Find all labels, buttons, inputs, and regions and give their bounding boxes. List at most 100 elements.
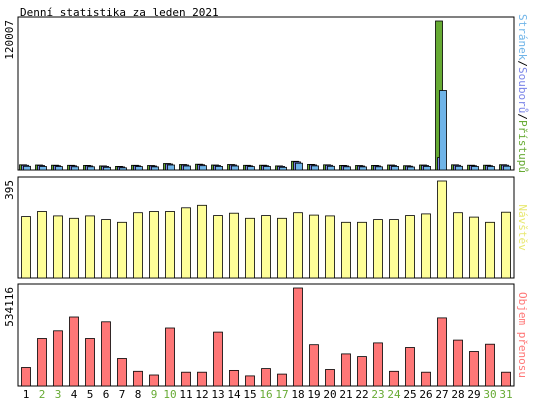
bar-visits-13: [213, 215, 223, 279]
y-max-label: 395: [3, 180, 16, 200]
bar-volume-14: [229, 369, 239, 387]
bar-visits-14: [229, 212, 239, 279]
bar-volume-27: [437, 317, 447, 387]
x-tick-label: 1: [23, 388, 30, 401]
bar-visits-18: [293, 212, 303, 279]
panel-visits: 395 Návštěv: [3, 176, 529, 279]
bar-hits-pages-files-24: [391, 165, 399, 171]
bar-volume-20: [325, 369, 335, 387]
bar-visits-22: [357, 221, 367, 279]
bar-hits-pages-files-5: [87, 166, 95, 171]
x-tick-label: 20: [323, 388, 336, 401]
x-tick-label: 2: [39, 388, 46, 401]
bar-volume-21: [341, 353, 351, 387]
bar-visits-11: [181, 207, 191, 279]
bar-hits-pages-files-10: [167, 164, 175, 171]
bar-hits-pages-files-27: [439, 90, 447, 171]
x-tick-label: 17: [275, 388, 288, 401]
x-tick-label: 26: [419, 388, 432, 401]
bar-visits-31: [501, 211, 511, 279]
bar-volume-13: [213, 331, 223, 387]
bar-hits-pages-files-26: [423, 165, 431, 171]
x-tick-label: 13: [211, 388, 224, 401]
series-label-part: /: [516, 113, 529, 120]
x-tick-label: 14: [227, 388, 241, 401]
chart-panels: 120007 Stránek/Souborů/Přístupů 395Návštěv…: [3, 14, 529, 387]
x-tick-label: 3: [55, 388, 62, 401]
y-max-label: 120007: [3, 20, 16, 60]
bar-volume-6: [101, 321, 111, 387]
bar-hits-pages-files-9: [151, 166, 159, 171]
panel-series-label: Objem přenosu: [516, 292, 529, 378]
bar-volume-18: [293, 287, 303, 387]
bar-volume-5: [85, 338, 95, 387]
x-tick-label: 21: [339, 388, 352, 401]
bar-visits-7: [117, 221, 127, 279]
x-tick-label: 9: [151, 388, 158, 401]
bar-hits-pages-files-11: [183, 165, 191, 171]
bar-visits-17: [277, 217, 287, 279]
bar-volume-23: [373, 342, 383, 387]
bar-hits-pages-files-1: [23, 165, 31, 171]
bar-visits-15: [245, 217, 255, 279]
bar-visits-6: [101, 219, 111, 279]
bar-volume-28: [453, 339, 463, 387]
bar-hits-pages-files-31: [503, 165, 511, 171]
bar-hits-pages-files-21: [343, 166, 351, 171]
bar-hits-pages-files-25: [407, 166, 415, 171]
bar-visits-1: [21, 216, 31, 279]
bar-volume-22: [357, 356, 367, 387]
x-tick-label: 16: [259, 388, 272, 401]
bar-hits-pages-files-13: [215, 165, 223, 171]
bar-hits-pages-files-19: [311, 165, 319, 171]
x-tick-label: 29: [467, 388, 480, 401]
x-axis-day-labels: 1 2 3 4 5 6 7 8 9 10 11 12 13 14 15 16 17 18 19 20 21 22 23 24 2…: [23, 388, 513, 401]
bar-hits-pages-files-15: [247, 166, 255, 171]
bar-volume-29: [469, 351, 479, 387]
bar-hits-pages-files-2: [39, 166, 47, 171]
x-tick-label: 5: [87, 388, 94, 401]
panel-volume: 534116 Objem přenosu: [3, 283, 529, 387]
x-tick-label: 30: [483, 388, 496, 401]
x-tick-label: 4: [71, 388, 78, 401]
bar-visits-4: [69, 217, 79, 279]
x-tick-label: 25: [403, 388, 416, 401]
bar-volume-19: [309, 344, 319, 387]
bar-volume-25: [405, 347, 415, 387]
bar-hits-pages-files-16: [263, 166, 271, 171]
series-label-part: /: [516, 60, 529, 67]
bar-visits-5: [85, 215, 95, 279]
chart-title: Denní statistika za leden 2021: [20, 6, 219, 19]
x-tick-label: 19: [307, 388, 320, 401]
bar-volume-31: [501, 371, 511, 387]
bar-visits-24: [389, 219, 399, 279]
bar-hits-pages-files-3: [55, 166, 63, 171]
bar-volume-4: [69, 316, 79, 387]
bar-hits-pages-files-20: [327, 165, 335, 171]
bar-hits-pages-files-7: [119, 167, 127, 171]
bar-volume-9: [149, 374, 159, 387]
series-0-2: [23, 90, 511, 171]
bar-hits-pages-files-12: [199, 165, 207, 171]
x-tick-label: 12: [195, 388, 208, 401]
x-tick-label: 10: [163, 388, 176, 401]
bar-visits-19: [309, 214, 319, 279]
series-label-part: Stránek: [516, 14, 529, 61]
x-tick-label: 18: [291, 388, 304, 401]
bar-volume-12: [197, 371, 207, 387]
x-tick-label: 6: [103, 388, 110, 401]
x-tick-label: 27: [435, 388, 448, 401]
bar-visits-25: [405, 215, 415, 279]
x-tick-label: 31: [499, 388, 512, 401]
bar-visits-27: [437, 180, 447, 279]
bar-visits-30: [485, 221, 495, 279]
bar-visits-16: [261, 215, 271, 279]
bar-hits-pages-files-14: [231, 165, 239, 171]
bar-hits-pages-files-8: [135, 166, 143, 171]
bar-volume-8: [133, 370, 143, 387]
panel-series-label: Stránek/Souborů/Přístupů: [516, 14, 529, 173]
bar-visits-23: [373, 219, 383, 279]
bar-volume-2: [37, 338, 47, 387]
bar-volume-10: [165, 327, 175, 387]
